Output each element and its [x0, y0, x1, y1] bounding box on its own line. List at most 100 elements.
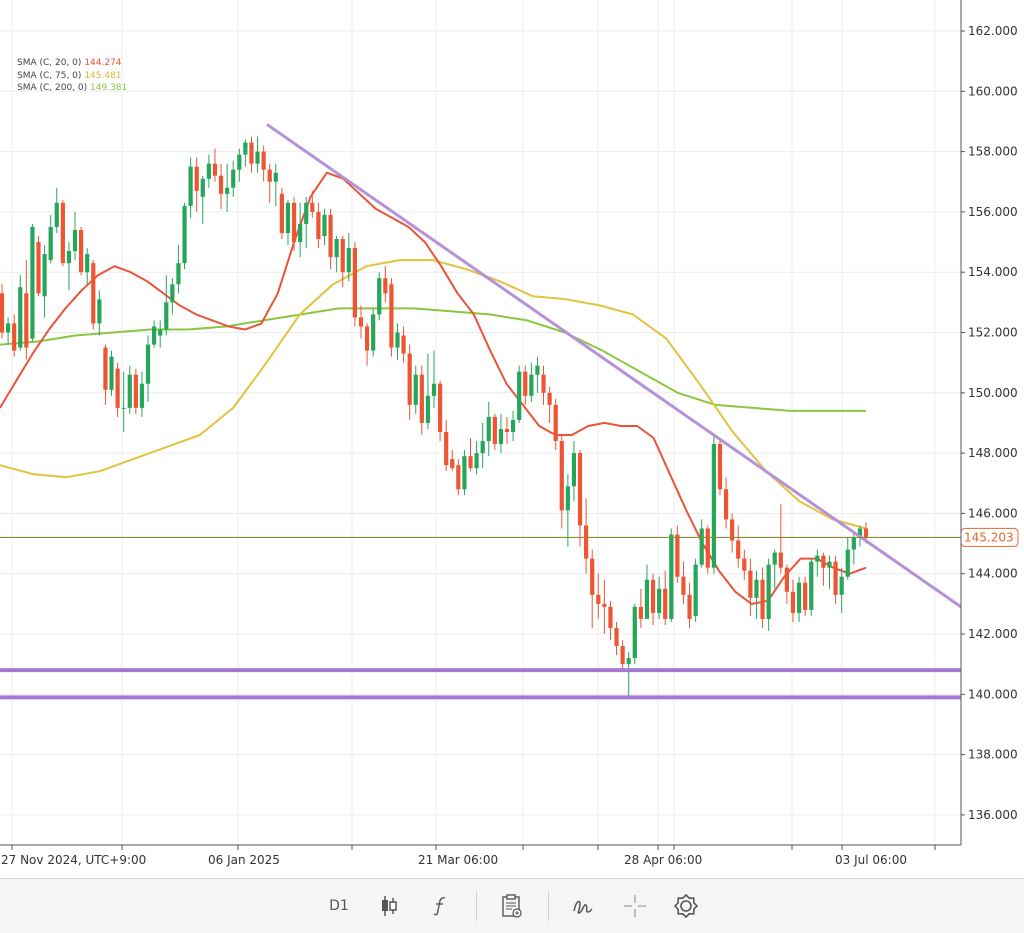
x-tick-label: 27 Nov 2024, UTC+9:00: [1, 853, 146, 867]
candle: [675, 525, 680, 583]
y-tick-label: 162.000: [968, 24, 1018, 38]
y-axis: 136.000 138.000 140.000 142.000 144.000 146.0…: [960, 0, 1018, 845]
candle: [529, 362, 534, 402]
y-tick-label: 136.000: [968, 808, 1018, 822]
candle-body: [431, 383, 437, 396]
candle: [328, 208, 333, 270]
candle-body: [267, 169, 272, 182]
candle: [705, 525, 710, 574]
legend-sma200[interactable]: SMA (C, 200, 0) 149.381: [17, 82, 127, 95]
candle: [766, 558, 771, 631]
candle-body: [669, 534, 674, 619]
candle: [66, 242, 72, 291]
candle-body: [261, 151, 266, 170]
candle-body: [103, 347, 108, 390]
candle: [644, 564, 650, 619]
candle-body: [358, 317, 364, 327]
legend-sma20[interactable]: SMA (C, 20, 0) 144.274: [17, 57, 127, 70]
candle: [474, 441, 479, 475]
candle: [650, 573, 656, 625]
candle: [60, 199, 65, 267]
y-tick-label: 140.000: [968, 687, 1018, 701]
candle: [577, 450, 583, 547]
legend-sma200-name: SMA (C, 200, 0): [17, 83, 88, 93]
candle-body: [626, 658, 631, 665]
candle: [267, 163, 272, 203]
sma-lines: [0, 171, 867, 605]
candle: [480, 422, 485, 469]
candle: [285, 199, 291, 246]
candle-body: [279, 193, 284, 234]
timeframe-button[interactable]: D1: [322, 891, 356, 921]
candle-body: [821, 555, 826, 568]
x-tick-label: 21 Mar 06:00: [418, 853, 498, 867]
settings-button[interactable]: [671, 891, 701, 921]
candles-button[interactable]: [374, 891, 404, 921]
candle-body: [456, 465, 461, 490]
candle: [663, 570, 668, 625]
candle: [565, 474, 570, 547]
candle-body: [225, 187, 230, 194]
candle: [590, 549, 595, 628]
candle-body: [705, 528, 710, 568]
candle-body: [748, 570, 753, 598]
candle: [127, 365, 132, 414]
candle-body: [711, 444, 716, 568]
candle-body: [24, 293, 29, 348]
candle-body: [425, 395, 431, 423]
candle: [346, 233, 351, 282]
candle-body: [632, 606, 637, 659]
candle: [699, 519, 704, 568]
candle: [517, 365, 522, 423]
candle-body: [5, 323, 11, 333]
candle-body: [620, 646, 625, 665]
candle-body: [371, 314, 376, 351]
candle: [243, 139, 248, 167]
candle-body: [48, 226, 53, 261]
candle: [444, 419, 449, 472]
candle-body: [78, 229, 84, 273]
price-chart[interactable]: 145.203 136.000 138.000 140.000 142.000 144.…: [0, 0, 1024, 878]
candle: [504, 416, 510, 445]
candle-body: [681, 576, 686, 595]
candle: [803, 576, 808, 616]
crosshair-button[interactable]: [620, 891, 650, 921]
candle: [206, 154, 211, 188]
candle: [97, 290, 102, 336]
chart-canvas[interactable]: 145.203 136.000 138.000 140.000 142.000 144.…: [0, 0, 1024, 878]
candle: [553, 398, 558, 451]
candle-body: [36, 242, 41, 294]
sma20-line: [0, 171, 867, 605]
candle: [182, 202, 187, 270]
candle-body: [529, 374, 534, 396]
candle: [833, 555, 838, 604]
candle-body: [164, 302, 169, 330]
drawing-button[interactable]: [568, 891, 598, 921]
legend-sma75[interactable]: SMA (C, 75, 0) 145.481: [17, 70, 127, 83]
y-tick-label: 150.000: [968, 386, 1018, 400]
indicators-button[interactable]: [425, 891, 455, 921]
candle-body: [18, 287, 23, 348]
candle: [249, 136, 254, 173]
candle-body: [176, 263, 181, 285]
candle: [54, 187, 59, 234]
candle: [754, 570, 759, 619]
candle-body: [0, 293, 5, 333]
candle-body: [395, 332, 400, 348]
candle-body: [364, 326, 370, 351]
candle: [571, 441, 577, 502]
y-tick-label: 142.000: [968, 627, 1018, 641]
candle-body: [413, 374, 418, 405]
candle-body: [863, 528, 869, 538]
candle: [827, 555, 832, 589]
bottom-toolbar: D1: [0, 878, 1024, 933]
templates-button[interactable]: [497, 891, 527, 921]
candle-body: [480, 441, 485, 454]
candle: [669, 528, 674, 622]
candle: [383, 266, 388, 303]
candle-body: [535, 365, 540, 375]
candle-body: [517, 371, 522, 420]
candle-body: [54, 202, 59, 227]
candle: [468, 438, 473, 472]
candle-body: [291, 202, 297, 243]
